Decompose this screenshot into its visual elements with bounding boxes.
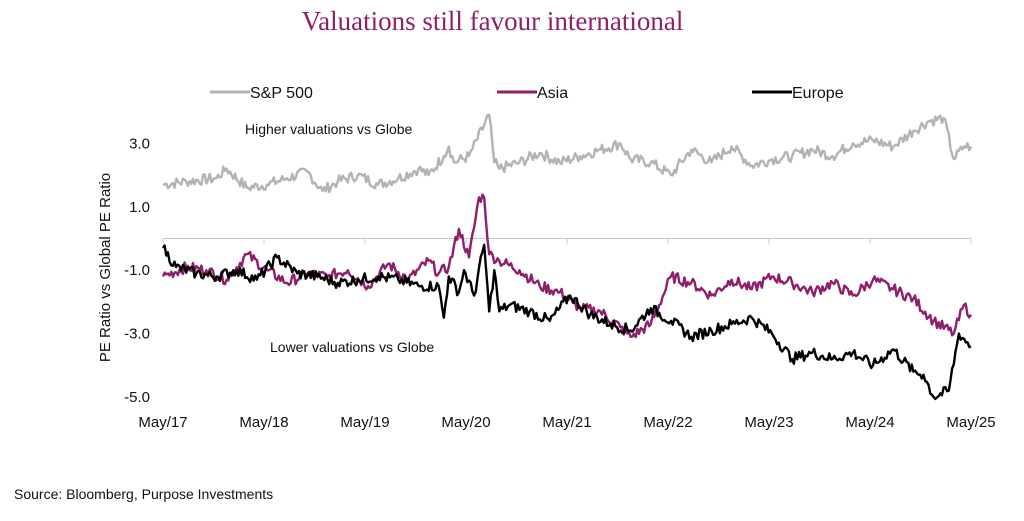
x-tick-label: May/18 [239,414,288,431]
sp500-line [162,113,973,194]
legend: S&P 500 Asia Europe [210,85,844,102]
annotation-lower: Lower valuations vs Globe [270,339,434,355]
y-tick-label: 3.0 [129,135,150,152]
x-tick-label: May/21 [542,414,591,431]
europe-line [161,243,972,401]
legend-label: S&P 500 [250,85,313,102]
x-tick-label: May/20 [441,414,490,431]
asia-line [161,193,973,339]
y-tick-label: -1.0 [124,262,150,279]
x-tick-label: May/23 [744,414,793,431]
annotations: Higher valuations vs Globe Lower valuatio… [245,121,434,355]
chart-title: Valuations still favour international [301,6,684,36]
legend-label: Europe [792,85,844,102]
source-note: Source: Bloomberg, Purpose Investments [14,486,274,502]
annotation-upper: Higher valuations vs Globe [245,121,413,137]
y-tick-label: 1.0 [129,199,150,216]
axis-labels: May/17 May/18 May/19 May/20 May/21 May/22 May/… [97,135,996,431]
x-tick-label: May/24 [845,414,894,431]
x-tick-label: May/22 [643,414,692,431]
y-axis-label: PE Ratio vs Global PE Ratio [97,173,114,362]
series-lines [161,113,973,401]
x-tick-label: May/25 [946,414,995,431]
x-tick-label: May/19 [340,414,389,431]
y-tick-label: -5.0 [124,389,150,406]
legend-label: Asia [537,85,568,102]
y-tick-label: -3.0 [124,326,150,343]
x-tick-label: May/17 [138,414,187,431]
axes [162,237,972,244]
